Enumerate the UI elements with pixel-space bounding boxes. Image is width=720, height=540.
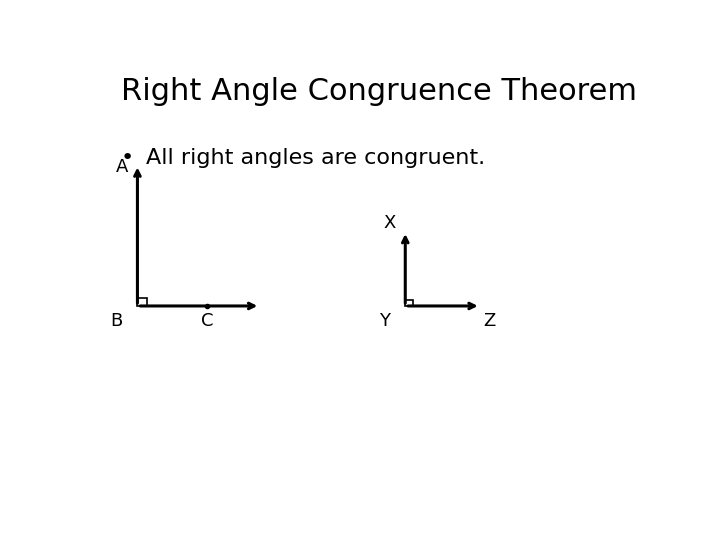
Text: B: B bbox=[110, 312, 122, 330]
Text: C: C bbox=[201, 312, 213, 330]
Text: Z: Z bbox=[483, 312, 495, 330]
Text: Y: Y bbox=[379, 312, 390, 330]
Text: X: X bbox=[384, 214, 396, 232]
Bar bbox=[405, 300, 413, 306]
Text: Right Angle Congruence Theorem: Right Angle Congruence Theorem bbox=[121, 77, 636, 106]
Text: A: A bbox=[116, 158, 128, 176]
Bar bbox=[138, 299, 148, 306]
Text: •: • bbox=[121, 148, 134, 168]
Text: All right angles are congruent.: All right angles are congruent. bbox=[145, 148, 485, 168]
